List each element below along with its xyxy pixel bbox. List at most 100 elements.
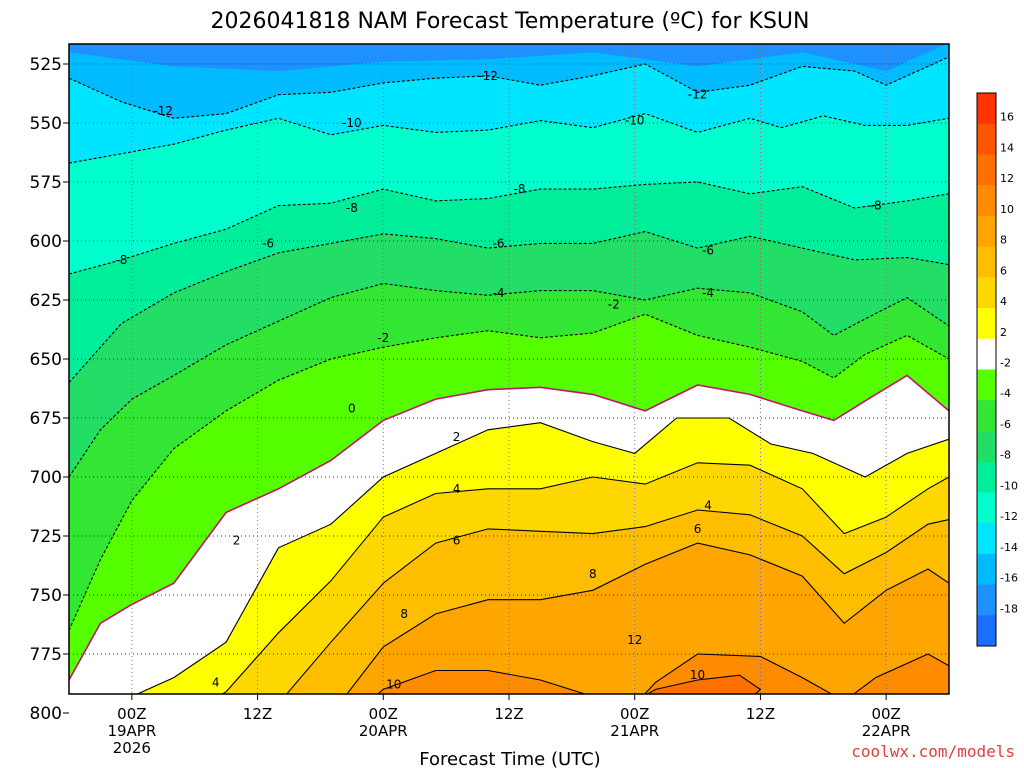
colorbar-label: 2 bbox=[1000, 326, 1007, 339]
y-tick-label: 800 bbox=[30, 704, 62, 724]
contour-label: 0 bbox=[348, 402, 356, 416]
contour-label: 12 bbox=[627, 633, 642, 647]
contour-line bbox=[346, 542, 949, 694]
y-tick-label: 750 bbox=[30, 586, 62, 606]
colorbar: 16 14 12 10 8 6 4 2 -2 -4 -6 -8 -10 -12 -14 -16 -18 bbox=[976, 92, 1018, 647]
colorbar-swatch bbox=[977, 492, 996, 524]
colorbar-swatch bbox=[977, 615, 996, 647]
x-tick-label: 00Z bbox=[369, 705, 398, 723]
colorbar-label: 6 bbox=[1000, 264, 1007, 277]
contour-label: -12 bbox=[153, 104, 173, 118]
x-tick-label: 00Z bbox=[871, 705, 900, 723]
contour-label: -4 bbox=[493, 286, 505, 300]
contour-label: 4 bbox=[704, 498, 712, 512]
colorbar-swatch bbox=[977, 123, 996, 155]
contour-label: -10 bbox=[342, 116, 362, 130]
credit-text: coolwx.com/models bbox=[851, 742, 1015, 761]
contour-line bbox=[376, 653, 949, 694]
x-axis-label: Forecast Time (UTC) bbox=[419, 749, 600, 768]
contour-label: -8 bbox=[346, 201, 358, 215]
colorbar-swatch bbox=[977, 400, 996, 432]
colorbar-swatch bbox=[977, 553, 996, 586]
contour-line bbox=[69, 313, 949, 631]
colorbar-swatch bbox=[977, 154, 996, 186]
colorbar-label: -16 bbox=[1000, 572, 1018, 585]
colorbar-swatch bbox=[977, 369, 996, 401]
colorbar-label: -4 bbox=[1000, 387, 1011, 400]
y-tick-label: 625 bbox=[30, 291, 62, 311]
colorbar-swatch bbox=[977, 93, 996, 125]
contour-label: 6 bbox=[694, 522, 702, 536]
contour-label: -12 bbox=[478, 69, 498, 83]
contour-line bbox=[69, 56, 949, 119]
contour-label: -10 bbox=[625, 114, 645, 128]
y-axis: 525 550 575 600 625 650 675 700 725 750 775 800 bbox=[30, 55, 69, 724]
y-tick-label: 650 bbox=[30, 350, 62, 370]
colorbar-label: 8 bbox=[1000, 234, 1007, 247]
y-tick-label: 675 bbox=[30, 409, 62, 429]
y-tick-label: 575 bbox=[30, 173, 62, 193]
x-tick-label: 12Z bbox=[243, 705, 272, 723]
x-tick-label: 12Z bbox=[746, 705, 775, 723]
colorbar-swatch bbox=[977, 461, 996, 493]
colorbar-label: -8 bbox=[1000, 449, 1011, 462]
contour-label: 6 bbox=[453, 534, 461, 548]
colorbar-label: -12 bbox=[1000, 510, 1018, 523]
contour-line bbox=[69, 181, 949, 275]
contour-line bbox=[69, 374, 949, 681]
contour-label: -2 bbox=[377, 331, 389, 345]
colorbar-swatch bbox=[977, 308, 996, 340]
colorbar-swatch bbox=[977, 277, 996, 309]
plot-area: -12 -12 -12 -10 -10 -8 -8 -8 -8 -6 -6 -6 -4 -4 -2 -2 0 2 2… bbox=[69, 44, 949, 694]
contour-label: 2 bbox=[453, 430, 461, 444]
contour-line bbox=[646, 674, 762, 694]
contour-label: -8 bbox=[513, 182, 525, 196]
temp-band-fill bbox=[320, 654, 949, 694]
contour-label: -6 bbox=[493, 236, 505, 250]
contour-label: -6 bbox=[262, 236, 274, 250]
y-tick-label: 775 bbox=[30, 645, 62, 665]
colorbar-label: 4 bbox=[1000, 295, 1007, 308]
contour-line bbox=[69, 231, 949, 383]
colorbar-label: -14 bbox=[1000, 541, 1018, 554]
y-tick-label: 525 bbox=[30, 55, 62, 75]
colorbar-label: 10 bbox=[1000, 203, 1014, 216]
contour-line bbox=[136, 417, 949, 694]
colorbar-frame bbox=[976, 92, 997, 647]
x-tick-label: 2026 bbox=[113, 739, 151, 757]
contour-label: -8 bbox=[115, 253, 127, 267]
contour-line bbox=[69, 113, 949, 164]
chart-title: 2026041818 NAM Forecast Temperature (ºC)… bbox=[211, 9, 810, 34]
y-tick-label: 700 bbox=[30, 468, 62, 488]
y-tick-label: 725 bbox=[30, 527, 62, 547]
contour-label: -2 bbox=[608, 298, 620, 312]
contour-label: 10 bbox=[690, 668, 705, 682]
colorbar-label: -6 bbox=[1000, 418, 1011, 431]
colorbar-swatch bbox=[977, 215, 996, 248]
colorbar-label: 12 bbox=[1000, 172, 1014, 185]
colorbar-label: 16 bbox=[1000, 111, 1014, 124]
colorbar-label: -10 bbox=[1000, 479, 1018, 492]
contour-label: -8 bbox=[870, 199, 882, 213]
x-tick-label: 12Z bbox=[494, 705, 523, 723]
contour-label: -6 bbox=[702, 243, 714, 257]
contour-label: -4 bbox=[702, 286, 714, 300]
colorbar-swatch bbox=[977, 185, 996, 217]
contour-line bbox=[69, 282, 949, 478]
contour-line bbox=[220, 462, 949, 694]
colorbar-swatch bbox=[977, 584, 996, 616]
contour-label: 4 bbox=[212, 675, 220, 689]
contour-label: 8 bbox=[589, 567, 597, 581]
colorbar-swatch bbox=[977, 246, 996, 278]
colorbar-label: -2 bbox=[1000, 357, 1011, 370]
contour-label: 2 bbox=[233, 534, 241, 548]
y-tick-label: 550 bbox=[30, 114, 62, 134]
x-tick-label: 20APR bbox=[359, 722, 408, 740]
temp-band-fill bbox=[278, 543, 949, 694]
y-tick-label: 600 bbox=[30, 232, 62, 252]
x-tick-label: 19APR bbox=[107, 722, 156, 740]
colorbar-label: -18 bbox=[1000, 602, 1018, 615]
temp-band-fill bbox=[561, 675, 803, 694]
